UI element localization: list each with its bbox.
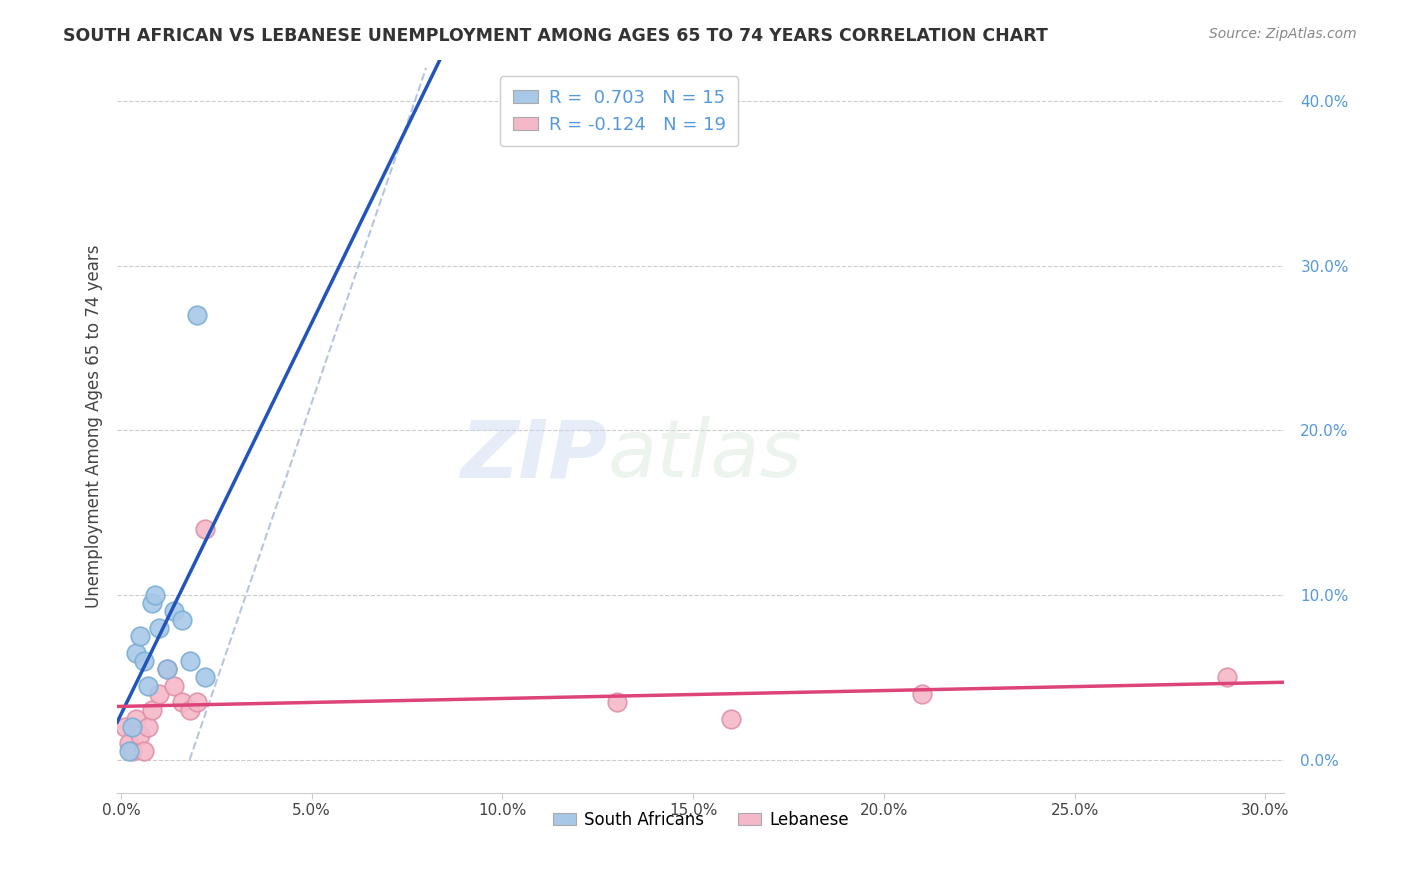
Point xyxy=(170,695,193,709)
Point xyxy=(141,703,163,717)
Point xyxy=(121,744,143,758)
Point xyxy=(125,646,148,660)
Legend: South Africans, Lebanese: South Africans, Lebanese xyxy=(546,805,856,836)
Point xyxy=(606,695,628,709)
Point xyxy=(129,728,152,742)
Point xyxy=(148,621,170,635)
Point xyxy=(114,720,136,734)
Text: SOUTH AFRICAN VS LEBANESE UNEMPLOYMENT AMONG AGES 65 TO 74 YEARS CORRELATION CHA: SOUTH AFRICAN VS LEBANESE UNEMPLOYMENT A… xyxy=(63,27,1047,45)
Point xyxy=(720,712,742,726)
Point xyxy=(911,687,934,701)
Point xyxy=(125,712,148,726)
Y-axis label: Unemployment Among Ages 65 to 74 years: Unemployment Among Ages 65 to 74 years xyxy=(86,244,103,607)
Point xyxy=(186,308,208,322)
Point xyxy=(179,654,201,668)
Point xyxy=(179,703,201,717)
Point xyxy=(136,720,159,734)
Point xyxy=(117,744,139,758)
Point xyxy=(121,720,143,734)
Point xyxy=(156,662,179,676)
Point xyxy=(129,629,152,643)
Point xyxy=(143,588,166,602)
Text: Source: ZipAtlas.com: Source: ZipAtlas.com xyxy=(1209,27,1357,41)
Point xyxy=(141,596,163,610)
Point xyxy=(132,744,155,758)
Point xyxy=(156,662,179,676)
Point xyxy=(170,613,193,627)
Point xyxy=(117,736,139,750)
Point xyxy=(194,522,217,536)
Text: ZIP: ZIP xyxy=(460,417,607,494)
Point xyxy=(132,654,155,668)
Point xyxy=(186,695,208,709)
Point xyxy=(148,687,170,701)
Text: atlas: atlas xyxy=(607,417,803,494)
Point xyxy=(163,604,186,618)
Point xyxy=(163,679,186,693)
Point xyxy=(1216,670,1239,684)
Point xyxy=(136,679,159,693)
Point xyxy=(194,670,217,684)
